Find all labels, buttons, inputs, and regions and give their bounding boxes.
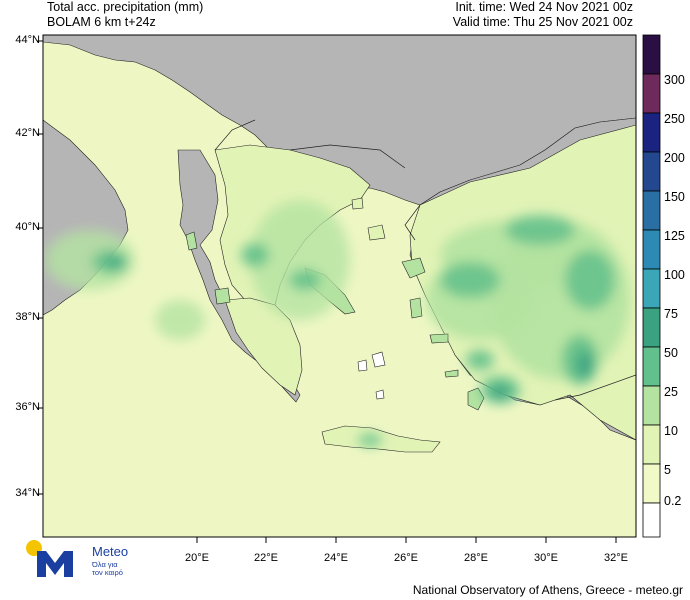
border-line xyxy=(289,144,406,169)
kos-island xyxy=(444,369,459,378)
lat-label-36: 36°N xyxy=(15,401,40,413)
axis-ticks xyxy=(37,40,617,543)
colorbar-label-300: 300 xyxy=(664,73,685,87)
paros-island xyxy=(357,359,368,372)
logo-tagline-2: τον καιρό xyxy=(92,568,123,577)
lat-label-44: 44°N xyxy=(15,34,40,46)
chios-island xyxy=(409,297,423,319)
lon-label-20: 20°E xyxy=(185,552,209,564)
lon-label-24: 24°E xyxy=(324,552,348,564)
limnos-island xyxy=(367,224,386,241)
lon-label-22: 22°E xyxy=(254,552,278,564)
colorbar-label-0-2: 0.2 xyxy=(664,494,682,508)
colorbar-label-5: 5 xyxy=(664,463,671,477)
lon-label-32: 32°E xyxy=(604,552,628,564)
time-info: Init. time: Wed 24 Nov 2021 00z Valid ti… xyxy=(453,0,633,30)
colorbar-label-10: 10 xyxy=(664,424,678,438)
lesbos-island xyxy=(401,257,426,279)
colorbar-label-125: 125 xyxy=(664,229,685,243)
chart-title: Total acc. precipitation (mm) BOLAM 6 km… xyxy=(47,0,203,30)
meteo-logo xyxy=(26,540,73,577)
rhodes-island xyxy=(467,387,485,411)
corfu-island xyxy=(185,231,198,251)
footer-credit: National Observatory of Athens, Greece -… xyxy=(412,583,683,597)
colorbar-label-200: 200 xyxy=(664,151,685,165)
lat-label-42: 42°N xyxy=(15,127,40,139)
colorbar xyxy=(642,34,661,538)
colorbar-label-250: 250 xyxy=(664,112,685,126)
logo-name: Meteo xyxy=(92,544,129,559)
lon-label-26: 26°E xyxy=(394,552,418,564)
lat-label-40: 40°N xyxy=(15,221,40,233)
init-time: Init. time: Wed 24 Nov 2021 00z xyxy=(455,0,633,14)
valid-time: Valid time: Thu 25 Nov 2021 00z xyxy=(452,15,633,29)
naxos-island xyxy=(371,351,386,368)
precipitation-field xyxy=(45,200,630,446)
lat-label-34: 34°N xyxy=(15,487,40,499)
colorbar-label-25: 25 xyxy=(664,385,678,399)
logo-tagline-1: Όλα για xyxy=(92,560,118,569)
title-line-1: Total acc. precipitation (mm) xyxy=(47,0,204,14)
map-frame xyxy=(42,34,637,538)
lat-label-38: 38°N xyxy=(15,311,40,323)
colorbar-label-100: 100 xyxy=(664,268,685,282)
border-line xyxy=(214,119,256,151)
border-line xyxy=(404,204,421,241)
kefalonia-island xyxy=(214,287,231,305)
lon-label-28: 28°E xyxy=(464,552,488,564)
lon-label-30: 30°E xyxy=(534,552,558,564)
logo-tagline: Όλα για τον καιρό xyxy=(92,561,123,577)
title-line-2: BOLAM 6 km t+24z xyxy=(47,15,156,29)
colorbar-label-150: 150 xyxy=(664,190,685,204)
colorbar-label-50: 50 xyxy=(664,346,678,360)
santorini-island xyxy=(375,389,385,400)
logo-m-icon xyxy=(37,551,73,577)
border-line xyxy=(554,374,636,401)
colorbar-label-75: 75 xyxy=(664,307,678,321)
samos-island xyxy=(429,333,449,344)
albania-greece-land xyxy=(177,149,301,403)
thasos-island xyxy=(351,197,364,210)
